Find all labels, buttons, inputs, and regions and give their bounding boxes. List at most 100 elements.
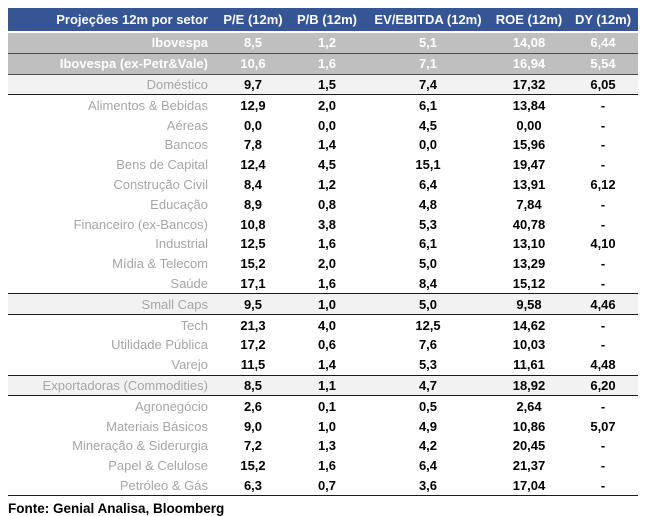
- ev-ebitda-value: 4,5: [418, 117, 438, 133]
- pe-value: 17,1: [240, 275, 266, 291]
- roe-value: 11,61: [513, 357, 545, 373]
- roe-value: 17,04: [512, 477, 546, 493]
- sector-label: Industrial: [155, 236, 208, 252]
- pe-value: 8,5: [243, 377, 263, 393]
- pe-value: 9,5: [243, 296, 263, 312]
- ev-ebitda-value: 0,0: [418, 137, 438, 153]
- pb-value: 1,5: [317, 76, 337, 92]
- dy-value: 4,10: [590, 236, 616, 252]
- sector-label: Papel & Celulose: [108, 458, 208, 474]
- table-row: Agronegócio 2,6 0,1 0,5 2,64 -: [8, 395, 638, 417]
- roe-value: 13,29: [512, 256, 546, 272]
- column-header-pb: P/B (12m): [288, 8, 366, 33]
- table-row: Small Caps 9,5 1,0 5,0 9,58 4,46: [8, 293, 638, 315]
- dy-value: 4,48: [590, 357, 616, 373]
- roe-value: 13,10: [512, 236, 546, 252]
- sector-label: Agronegócio: [135, 398, 208, 414]
- table-row: Petróleo & Gás 6,3 0,7 3,6 17,04 -: [8, 475, 638, 496]
- table-row: Educação 8,9 0,8 4,8 7,84 -: [8, 194, 638, 215]
- ev-ebitda-value: 4,9: [418, 418, 438, 434]
- table-row: Ibovespa (ex-Petr&Vale) 10,6 1,6 7,1 16,…: [8, 53, 638, 75]
- table-row: Utilidade Pública 17,2 0,6 7,6 10,03 -: [8, 334, 638, 355]
- sector-label: Bancos: [164, 137, 208, 153]
- roe-value: 16,94: [512, 56, 546, 72]
- pe-value: 15,2: [240, 256, 266, 272]
- pe-value: 8,4: [243, 176, 263, 192]
- roe-value: 0,00: [516, 117, 542, 133]
- column-header-dy: DY (12m): [568, 8, 638, 33]
- pe-value: 7,2: [243, 438, 263, 454]
- sector-label: Bens de Capital: [116, 157, 208, 173]
- ev-ebitda-value: 6,4: [418, 176, 438, 192]
- pe-value: 11,5: [240, 357, 266, 373]
- sector-label: Mineração & Siderurgia: [72, 438, 208, 454]
- pe-value: 12,4: [240, 157, 266, 173]
- ev-ebitda-value: 12,5: [415, 317, 441, 333]
- pb-value: 1,1: [317, 377, 337, 393]
- dy-value: -: [600, 97, 606, 113]
- dy-value: -: [600, 477, 606, 493]
- table-row: Ibovespa 8,5 1,2 5,1 14,08 6,44: [8, 32, 638, 54]
- dy-value: 6,05: [590, 76, 616, 92]
- roe-value: 15,12: [512, 275, 546, 291]
- pb-value: 1,0: [317, 296, 337, 312]
- dy-value: 6,12: [590, 176, 616, 192]
- ev-ebitda-value: 4,8: [418, 196, 438, 212]
- ev-ebitda-value: 6,4: [418, 458, 438, 474]
- pe-value: 10,6: [240, 56, 266, 72]
- dy-value: 5,07: [590, 418, 616, 434]
- dy-value: -: [600, 438, 606, 454]
- pe-value: 6,3: [243, 477, 263, 493]
- dy-value: -: [600, 196, 606, 212]
- roe-value: 2,64: [516, 398, 542, 414]
- pe-value: 9,0: [243, 418, 263, 434]
- ev-ebitda-value: 15,1: [415, 157, 441, 173]
- roe-value: 21,37: [512, 458, 546, 474]
- ev-ebitda-value: 0,5: [418, 398, 438, 414]
- sector-label: Materiais Básicos: [106, 418, 208, 434]
- pb-value: 4,0: [317, 317, 337, 333]
- pb-value: 1,2: [317, 176, 337, 192]
- ev-ebitda-value: 5,0: [418, 256, 438, 272]
- pb-value: 2,0: [317, 97, 337, 113]
- sector-label: Ibovespa: [151, 35, 208, 51]
- roe-value: 18,92: [512, 377, 546, 393]
- ev-ebitda-value: 7,4: [418, 76, 438, 92]
- roe-value: 7,84: [516, 196, 542, 212]
- pb-value: 0,8: [317, 196, 337, 212]
- table-row: Tech 21,3 4,0 12,5 14,62 -: [8, 314, 638, 335]
- table-row: Financeiro (ex-Bancos) 10,8 3,8 5,3 40,7…: [8, 214, 638, 234]
- table-row: Bancos 7,8 1,4 0,0 15,96 -: [8, 134, 638, 155]
- pb-value: 1,6: [317, 458, 337, 474]
- dy-value: -: [600, 398, 606, 414]
- source-note: Fonte: Genial Analisa, Bloomberg: [8, 501, 225, 516]
- roe-value: 13,84: [512, 97, 546, 113]
- pb-value: 2,0: [317, 256, 337, 272]
- pb-value: 0,7: [317, 477, 337, 493]
- sector-label: Ibovespa (ex-Petr&Vale): [59, 56, 208, 72]
- roe-value: 10,03: [512, 337, 546, 353]
- roe-value: 14,08: [512, 35, 546, 51]
- column-header-ev-ebitda: EV/EBITDA (12m): [366, 8, 490, 33]
- dy-value: 5,54: [590, 56, 616, 72]
- table-title: Projeções 12m por setor: [8, 8, 218, 33]
- sector-label: Small Caps: [141, 296, 208, 312]
- pe-value: 10,8: [240, 216, 266, 232]
- dy-value: 6,20: [590, 377, 616, 393]
- sector-label: Saúde: [170, 275, 208, 291]
- pb-value: 1,0: [317, 418, 337, 434]
- table-row: Construção Civil 8,4 1,2 6,4 13,91 6,12: [8, 174, 638, 195]
- dy-value: -: [600, 117, 606, 133]
- pb-value: 0,1: [317, 398, 337, 414]
- dy-value: -: [600, 157, 606, 173]
- pb-value: 1,3: [317, 438, 337, 454]
- column-header-pe: P/E (12m): [218, 8, 288, 33]
- pe-value: 7,8: [243, 137, 263, 153]
- ev-ebitda-value: 7,6: [418, 337, 438, 353]
- dy-value: -: [600, 458, 606, 474]
- ev-ebitda-value: 5,0: [418, 296, 438, 312]
- ev-ebitda-value: 4,2: [418, 438, 438, 454]
- roe-value: 40,78: [512, 216, 546, 232]
- sector-label: Educação: [150, 196, 208, 212]
